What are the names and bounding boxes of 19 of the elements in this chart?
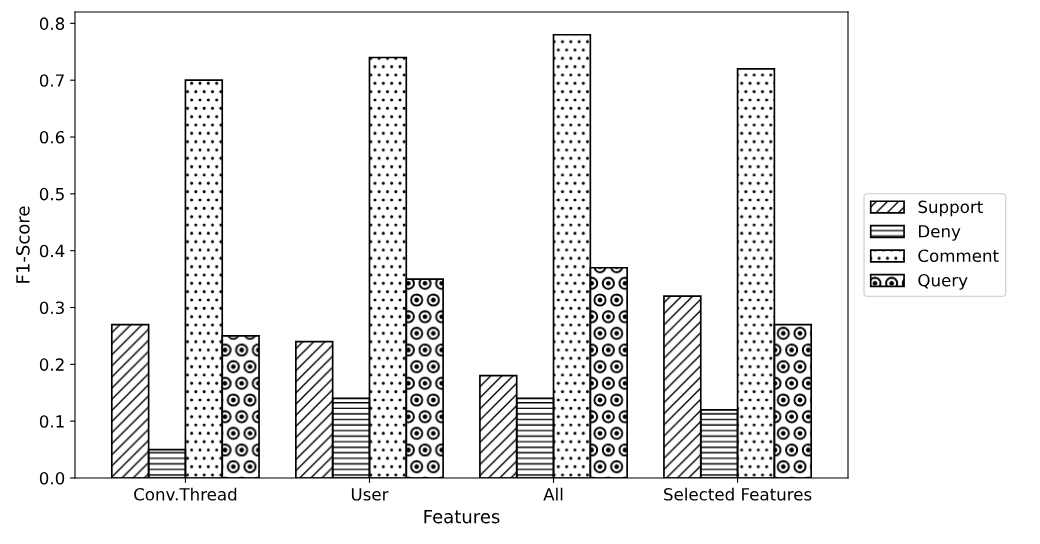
x-axis-title: Features: [424, 509, 500, 524]
y-tick-label: 0.3: [39, 301, 64, 315]
y-tick-label: 0.2: [39, 358, 64, 371]
y-axis-title: F1-Score: [16, 206, 30, 283]
y-tick-label: 0.6: [39, 130, 65, 144]
y-tick-label: 0.7: [39, 74, 64, 87]
y-tick-label: 0.8: [39, 17, 65, 30]
x-tick-label: Selected Features: [664, 487, 812, 501]
legend-label: Query: [918, 273, 968, 290]
y-tick-label: 0.0: [39, 471, 65, 485]
y-tick-label: 0.5: [39, 187, 64, 201]
y-tick-label: 0.1: [39, 415, 64, 428]
legend-label: Support: [918, 200, 983, 217]
x-tick-label: Conv.Thread: [134, 487, 237, 501]
legend-label: Deny: [919, 225, 961, 241]
x-tick-label: User: [351, 488, 389, 501]
y-tick-label: 0.4: [39, 244, 65, 258]
legend-label: Comment: [918, 249, 999, 263]
x-tick-label: All: [543, 487, 563, 501]
